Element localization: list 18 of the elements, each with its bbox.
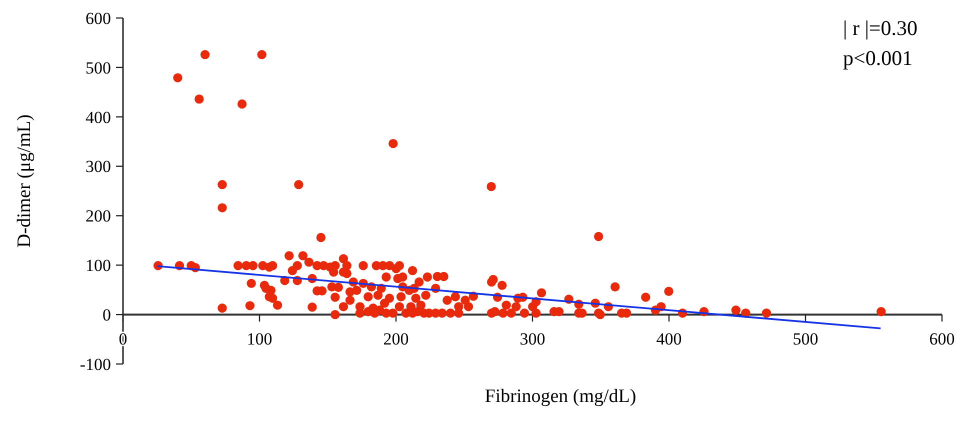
x-axis-title: Fibrinogen (mg/dL) <box>484 386 636 407</box>
y-tick-label: 600 <box>86 8 111 28</box>
y-tick-label: 200 <box>86 206 111 226</box>
y-tick-label: 400 <box>86 108 111 127</box>
x-tick-label: 300 <box>520 330 546 349</box>
x-tick-label: 200 <box>383 330 409 349</box>
y-tick-label: -100 <box>80 354 111 374</box>
y-tick-label: 500 <box>86 58 111 78</box>
annotation: p<0.001 <box>843 46 913 70</box>
x-tick-label: 500 <box>792 330 818 349</box>
x-tick-label: 400 <box>656 330 682 349</box>
x-tick-label: 600 <box>929 330 955 349</box>
annotation: | r |=0.30 <box>843 16 918 40</box>
y-tick-label: 300 <box>86 157 111 176</box>
y-tick-label: 100 <box>86 256 111 276</box>
x-tick-label: 100 <box>246 330 272 349</box>
y-axis-title: D-dimer (μg/mL) <box>14 114 35 248</box>
y-tick-label: 0 <box>102 306 111 325</box>
